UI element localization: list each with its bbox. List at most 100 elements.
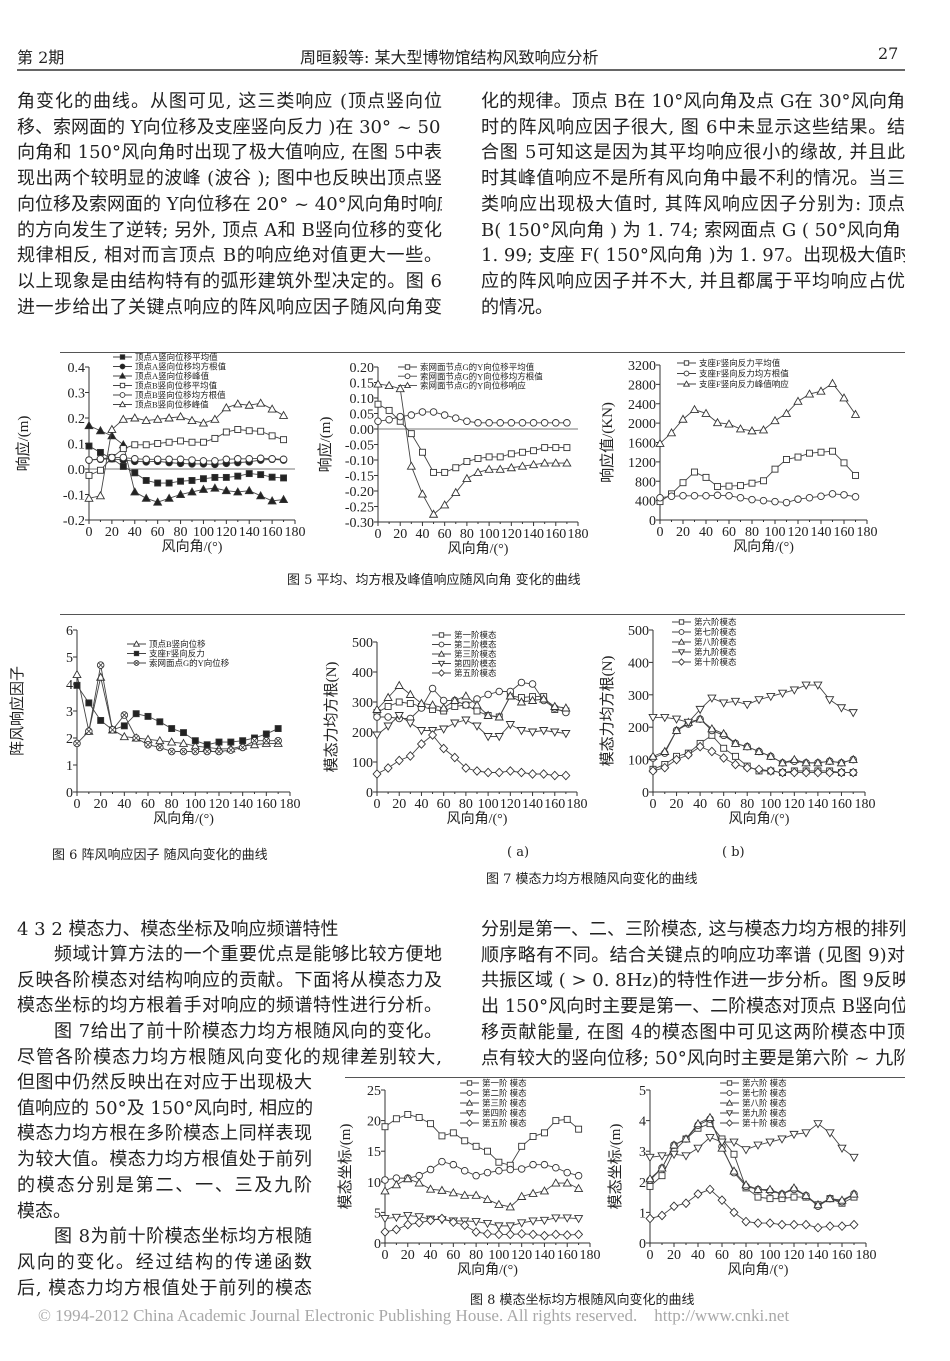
chart-fig7a: 0 20 40 60 80 100 120 140 160 1805004003002001000…	[323, 630, 588, 827]
data-point	[848, 709, 858, 718]
data-point	[702, 492, 710, 500]
data-point	[824, 696, 835, 705]
series-1	[646, 1120, 858, 1209]
legend-entry: 索网面节点G的Y向位移平均值	[398, 362, 535, 372]
y-tick-label: 0.0	[68, 463, 86, 478]
data-point	[383, 763, 393, 773]
data-point	[518, 1142, 526, 1150]
x-tick-label: 180	[856, 1248, 877, 1263]
data-point	[516, 727, 527, 736]
x-tick-label: 20	[667, 1248, 681, 1263]
data-point	[391, 1213, 402, 1223]
data-point	[705, 1184, 715, 1195]
data-point	[461, 763, 471, 773]
y-tick-label: 2	[66, 732, 73, 747]
legend-label: 顶点B竖向位移峰值	[135, 400, 209, 410]
x-tick-label: 180	[857, 525, 878, 540]
legend-label: 顶点B竖向位移平均值	[135, 381, 218, 391]
data-point	[539, 1230, 549, 1241]
data-point	[506, 462, 517, 472]
data-point	[789, 1183, 799, 1192]
data-point	[770, 415, 780, 425]
circle-marker	[466, 1090, 473, 1096]
data-point	[404, 1111, 412, 1118]
data-point	[804, 389, 815, 398]
data-point	[244, 485, 254, 495]
data-point	[507, 450, 515, 458]
data-point	[765, 1184, 775, 1193]
data-point	[164, 493, 174, 502]
series-line	[649, 1123, 855, 1158]
legend-entry: 第五阶 模态	[460, 1118, 527, 1128]
data-point	[416, 698, 427, 707]
data-point	[274, 725, 282, 732]
data-point	[538, 694, 549, 703]
data-point	[563, 444, 571, 452]
data-point	[717, 1143, 727, 1152]
y-tick-label: 0	[366, 786, 373, 801]
data-point	[484, 1147, 491, 1155]
data-point	[669, 1201, 679, 1212]
x-tick-label: 20	[670, 797, 684, 812]
data-point	[505, 691, 516, 700]
data-point	[198, 418, 209, 427]
data-point	[153, 455, 162, 464]
data-point	[405, 719, 416, 728]
figure6-caption: 图 6 阵风响应因子 随风向变化的曲线	[52, 848, 268, 863]
series-line	[376, 695, 566, 718]
data-point	[482, 1194, 493, 1203]
data-point	[234, 455, 242, 463]
legend-entry: 第八阶 模态	[720, 1098, 787, 1108]
y-tick-label: 0.20	[350, 361, 375, 376]
data-point	[425, 1184, 436, 1193]
series-2	[73, 681, 282, 749]
data-point	[165, 455, 173, 464]
data-point	[714, 483, 721, 491]
data-point	[701, 408, 711, 417]
y-tick-label: 25	[367, 1084, 381, 1099]
data-point	[471, 1190, 481, 1199]
inverted-triangle-marker	[465, 1110, 474, 1117]
data-point	[689, 404, 700, 414]
data-point	[766, 751, 776, 760]
series-line	[649, 1116, 855, 1206]
data-point	[142, 441, 150, 449]
data-point	[766, 1195, 774, 1203]
page-number: 27	[878, 44, 899, 63]
data-point	[460, 1190, 470, 1199]
data-point	[164, 413, 174, 422]
series-4	[372, 712, 571, 742]
data-point	[211, 457, 219, 465]
diamond-marker	[678, 658, 685, 666]
data-point	[562, 1178, 572, 1187]
running-title: 周晅毅等: 某大型博物馆结构风致响应分析	[300, 48, 599, 67]
data-point	[462, 701, 470, 709]
legend-label: 支座F竖向反力	[149, 649, 205, 659]
series-line	[649, 1123, 855, 1206]
x-tick-label: 20	[393, 527, 407, 542]
triangle-marker	[682, 380, 691, 387]
data-point	[118, 414, 129, 423]
data-point	[801, 767, 811, 778]
legend-label: 第九阶 模态	[742, 1108, 787, 1118]
legend-entry: 支座F竖向反力峰值响应	[677, 379, 789, 389]
data-point	[505, 1229, 515, 1240]
circle-x-cross	[204, 748, 210, 755]
data-point	[529, 1133, 537, 1140]
chart-fig8b: 0 20 40 60 80 100 120 140 160 180 5 4 3 2 1 0 风向角/(°) 模态坐…	[607, 1078, 877, 1278]
data-point	[679, 479, 687, 487]
y-tick-label: 0	[642, 786, 649, 801]
data-point	[528, 459, 539, 469]
y-tick-label: 1	[66, 759, 73, 774]
series-line	[384, 1215, 579, 1227]
data-point	[529, 419, 538, 427]
data-point	[268, 455, 276, 463]
legend-label: 顶点B竖向位移均方根值	[135, 390, 226, 400]
x-tick-label: 40	[414, 797, 428, 812]
data-point	[245, 470, 253, 478]
y-tick-label: 1200	[628, 456, 656, 471]
data-point	[203, 741, 211, 749]
legend-label: 第七阶模态	[694, 627, 737, 637]
data-point	[222, 473, 230, 481]
